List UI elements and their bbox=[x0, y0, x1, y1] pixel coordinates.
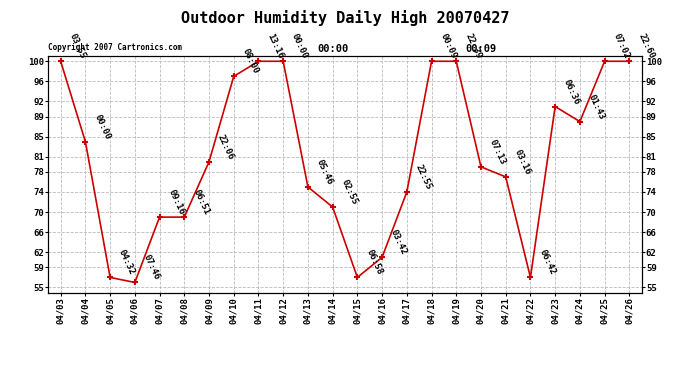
Text: 00:09: 00:09 bbox=[438, 32, 458, 60]
Text: 22:55: 22:55 bbox=[414, 163, 433, 191]
Text: 06:58: 06:58 bbox=[364, 249, 384, 277]
Text: 09:16: 09:16 bbox=[166, 188, 186, 216]
Text: 03:55: 03:55 bbox=[68, 32, 87, 60]
Text: Outdoor Humidity Daily High 20070427: Outdoor Humidity Daily High 20070427 bbox=[181, 10, 509, 26]
Text: 06:51: 06:51 bbox=[191, 188, 210, 216]
Text: 07:13: 07:13 bbox=[488, 138, 507, 166]
Text: 08:00: 08:00 bbox=[241, 47, 260, 76]
Text: 22:39: 22:39 bbox=[463, 32, 483, 60]
Text: 06:42: 06:42 bbox=[538, 249, 557, 277]
Text: 03:16: 03:16 bbox=[513, 148, 532, 176]
Text: 22:60: 22:60 bbox=[636, 32, 656, 60]
Text: 13:16: 13:16 bbox=[266, 32, 285, 60]
Text: 07:46: 07:46 bbox=[141, 254, 161, 282]
Text: 22:06: 22:06 bbox=[216, 133, 235, 161]
Text: 06:36: 06:36 bbox=[562, 78, 582, 106]
Text: 00:00: 00:00 bbox=[92, 113, 112, 141]
Text: 03:42: 03:42 bbox=[389, 228, 408, 256]
Text: 00:09: 00:09 bbox=[465, 44, 497, 54]
Text: 04:32: 04:32 bbox=[117, 249, 137, 277]
Text: 07:02: 07:02 bbox=[611, 32, 631, 60]
Text: 02:55: 02:55 bbox=[339, 178, 359, 206]
Text: 01:43: 01:43 bbox=[586, 93, 607, 121]
Text: 05:46: 05:46 bbox=[315, 158, 335, 186]
Text: 00:00: 00:00 bbox=[290, 32, 310, 60]
Text: Copyright 2007 Cartronics.com: Copyright 2007 Cartronics.com bbox=[48, 42, 182, 51]
Text: 00:00: 00:00 bbox=[317, 44, 348, 54]
